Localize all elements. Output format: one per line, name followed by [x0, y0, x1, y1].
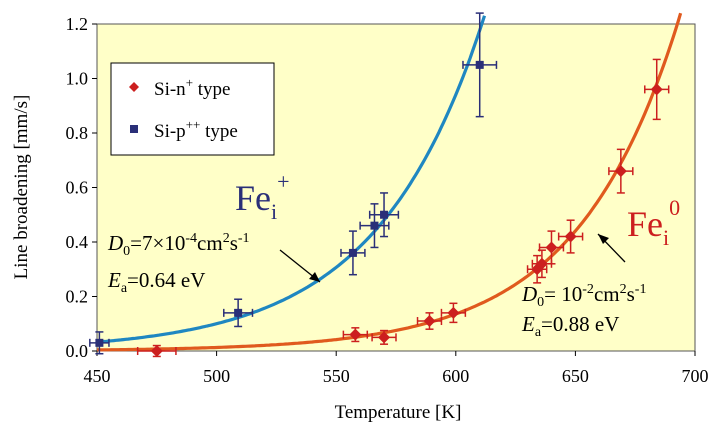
y-tick-label: 0.0 [66, 341, 89, 361]
square-marker [348, 248, 357, 257]
data-point [89, 331, 110, 355]
y-tick-label: 0.8 [66, 123, 89, 143]
data-point [340, 230, 366, 276]
diamond-marker [349, 328, 362, 341]
data-point [538, 230, 565, 265]
fe-plus-text: Fei+ [235, 169, 290, 224]
x-tick-label: 550 [323, 366, 350, 386]
data-points [89, 12, 670, 358]
legend-label-p-type: Si-p++ type [154, 117, 238, 142]
data-point [644, 58, 670, 121]
square-marker [475, 60, 484, 69]
legend-marker-n-type [129, 82, 139, 92]
label-fe-zero: Fei0 [627, 195, 680, 250]
x-tick-label: 600 [442, 366, 469, 386]
data-point [608, 148, 634, 194]
diamond-marker [564, 230, 577, 243]
square-marker [370, 221, 379, 230]
p-fit-parameters: D0=7×10-4cm2s-1 Ea=0.64 eV [107, 231, 321, 296]
legend-label-n-type: Si-n+ type [154, 75, 231, 100]
diamond-marker [650, 83, 663, 96]
diamond-marker [545, 241, 558, 254]
y-tick-label: 1.0 [66, 69, 89, 89]
n-fit-ea: Ea=0.88 eV [521, 312, 619, 340]
fit-curve-0 [97, 12, 683, 352]
data-point [223, 298, 254, 328]
legend: Si-n+ type Si-p++ type [110, 62, 275, 156]
y-axis-ticks: 0.0 0.2 0.4 0.6 0.8 1.0 1.2 [66, 14, 97, 361]
diamond-marker [535, 257, 548, 270]
x-tick-label: 700 [682, 366, 709, 386]
y-tick-label: 0.4 [66, 232, 89, 252]
x-axis-title: Temperature [K] [335, 402, 462, 423]
diamond-marker [447, 306, 460, 319]
fit-curves [96, 12, 683, 352]
diamond-marker [378, 331, 391, 344]
data-point [440, 302, 467, 324]
y-tick-label: 0.6 [66, 178, 89, 198]
data-point [462, 12, 498, 118]
x-tick-label: 450 [84, 366, 111, 386]
data-point [531, 249, 553, 279]
n-fit-arrowhead [598, 234, 609, 244]
legend-box [110, 62, 275, 156]
data-point [371, 329, 397, 345]
label-fe-plus: Fei+ [235, 169, 290, 224]
p-fit-ea: Ea=0.64 eV [107, 268, 205, 296]
x-tick-label: 650 [562, 366, 589, 386]
y-tick-label: 0.2 [66, 287, 89, 307]
data-point [416, 312, 443, 330]
data-point [342, 327, 369, 343]
square-marker [380, 210, 389, 219]
data-point [368, 192, 400, 238]
fit-curve-1 [96, 15, 487, 344]
diamond-marker [614, 165, 627, 178]
x-tick-label: 500 [203, 366, 230, 386]
diamond-marker [423, 315, 436, 328]
y-axis-title: Line broadening [mm/s] [11, 95, 32, 280]
n-fit-d0: D0= 10-2cm2s-1 [521, 282, 646, 310]
diamond-marker [150, 345, 163, 357]
legend-marker-p-type [130, 125, 138, 133]
p-fit-d0: D0=7×10-4cm2s-1 [107, 231, 250, 259]
n-fit-parameters: D0= 10-2cm2s-1 Ea=0.88 eV [521, 233, 646, 340]
fe-zero-text: Fei0 [627, 195, 680, 250]
x-axis-ticks: 450 500 550 600 650 700 [84, 351, 709, 386]
square-marker [95, 338, 104, 347]
data-point [136, 344, 177, 358]
p-fit-arrowhead [309, 272, 320, 282]
y-tick-label: 1.2 [66, 14, 89, 34]
square-marker [234, 308, 243, 317]
data-point [557, 219, 584, 254]
